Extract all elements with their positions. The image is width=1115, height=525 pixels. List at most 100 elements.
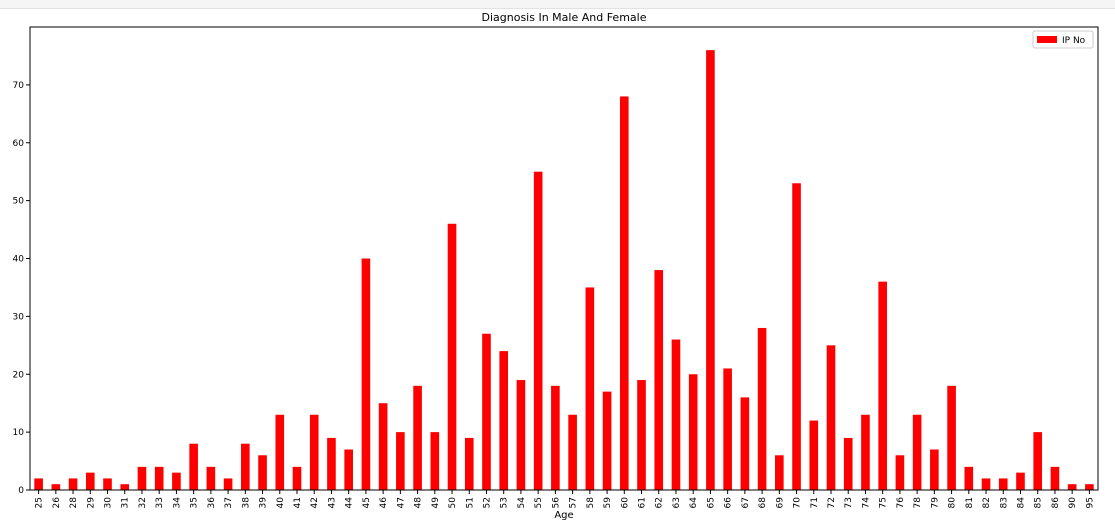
x-tick-label: 38 (241, 497, 251, 509)
x-tick-label: 80 (948, 497, 958, 509)
bar (551, 385, 560, 490)
legend-label: IP No (1062, 36, 1086, 46)
x-tick-label: 61 (638, 497, 648, 508)
x-tick-label: 31 (121, 497, 131, 508)
legend-box (1032, 30, 1094, 49)
y-tick-label: 40 (13, 255, 25, 265)
x-tick-label: 50 (448, 497, 458, 509)
bar (327, 437, 336, 490)
bar (998, 478, 1008, 490)
bar (499, 351, 509, 490)
x-tick-label: 83 (999, 497, 1009, 508)
y-tick-label: 20 (13, 370, 25, 380)
x-tick-label: 67 (741, 497, 751, 508)
x-tick-label: 32 (138, 497, 148, 508)
bar (1033, 432, 1043, 490)
x-tick-label: 64 (689, 497, 699, 509)
bar (34, 478, 43, 490)
bar (137, 466, 147, 490)
x-tick-label: 79 (930, 497, 940, 509)
bar (688, 374, 698, 490)
x-tick-label: 70 (793, 497, 803, 509)
bar (723, 368, 732, 490)
x-tick-label: 40 (276, 497, 286, 509)
x-tick-label: 86 (1051, 497, 1061, 509)
bar (981, 478, 991, 490)
bar (361, 258, 371, 490)
bar (1085, 484, 1094, 490)
x-tick-label: 53 (500, 497, 510, 508)
y-tick-label: 30 (13, 312, 25, 322)
bar (619, 96, 629, 490)
x-tick-label: 72 (827, 497, 837, 508)
x-tick-label: 36 (207, 497, 217, 509)
bar (568, 414, 577, 490)
bar (223, 478, 233, 490)
bar (275, 414, 285, 490)
x-tick-label: 84 (1016, 497, 1026, 509)
bar (706, 50, 715, 491)
x-tick-label: 63 (672, 497, 682, 508)
bar (516, 380, 526, 490)
bar (895, 455, 905, 490)
x-tick-label: 82 (982, 497, 992, 508)
bar (206, 466, 216, 490)
bar (654, 270, 664, 490)
bar (843, 437, 853, 490)
x-tick-label: 51 (465, 497, 475, 508)
bar (241, 443, 250, 490)
x-tick-label: 71 (810, 497, 820, 508)
x-tick-label: 90 (1068, 497, 1078, 509)
x-tick-label: 56 (551, 497, 561, 509)
x-tick-label: 45 (362, 497, 372, 508)
x-tick-label: 43 (327, 497, 337, 508)
bar (172, 472, 181, 490)
x-tick-label: 68 (758, 497, 768, 509)
x-tick-label: 37 (224, 497, 234, 508)
bar (912, 414, 922, 490)
bar (189, 443, 198, 490)
bar (482, 333, 491, 490)
bar (792, 183, 801, 490)
y-tick-label: 0 (18, 486, 24, 496)
bar (775, 455, 784, 490)
bar (671, 339, 681, 490)
x-tick-label: 35 (190, 497, 200, 508)
y-tick-label: 60 (13, 139, 25, 149)
x-axis: 25 26 28 29 30 31 32 33 34 35 36 37 38 39 40 41 42 43 44 45… (35, 490, 1095, 509)
bar (1050, 466, 1060, 490)
x-tick-label: 30 (104, 497, 114, 509)
x-tick-label: 69 (775, 497, 785, 509)
x-tick-label: 25 (35, 497, 45, 508)
bar (344, 449, 353, 490)
plot-frame (29, 26, 1099, 491)
bar (258, 455, 267, 490)
x-tick-label: 60 (620, 497, 630, 509)
x-tick-label: 54 (517, 497, 527, 509)
bar (602, 391, 612, 490)
x-axis-title: Age (554, 510, 573, 521)
x-tick-label: 59 (603, 497, 613, 509)
bar (585, 287, 595, 490)
x-tick-label: 85 (1034, 497, 1044, 508)
x-tick-label: 28 (69, 497, 79, 509)
bar (430, 432, 440, 490)
bar (68, 478, 78, 490)
bar (930, 449, 939, 490)
x-tick-label: 57 (569, 497, 579, 508)
notebook-output-topbar (0, 0, 1115, 9)
x-tick-label: 73 (844, 497, 854, 508)
bar (292, 466, 302, 490)
x-tick-label: 41 (293, 497, 303, 508)
bar (740, 397, 750, 490)
bar (878, 281, 887, 490)
chart-title: Diagnosis In Male And Female (482, 11, 647, 24)
bar (861, 414, 870, 490)
bar (964, 466, 974, 490)
x-tick-label: 81 (965, 497, 975, 508)
x-tick-label: 75 (879, 497, 889, 508)
bar (1016, 472, 1025, 490)
y-axis: 0 10 20 30 40 50 60 70 (13, 81, 30, 496)
bar (826, 345, 836, 490)
bar (447, 223, 457, 490)
